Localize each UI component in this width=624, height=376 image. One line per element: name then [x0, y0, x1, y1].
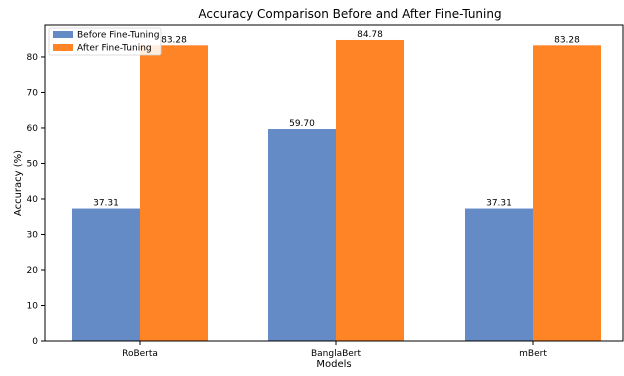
- bar-after-mbert: [533, 45, 601, 342]
- x-tick-label-banglabert: BanglaBert: [311, 349, 362, 359]
- bar-after-banglabert: [336, 39, 404, 342]
- legend-swatch-before: [53, 31, 73, 38]
- y-tick-label: 80: [27, 53, 39, 63]
- x-axis-label: Models: [316, 359, 351, 370]
- x-axis: RoBerta BanglaBert mBert: [122, 341, 547, 359]
- y-tick-label: 70: [27, 89, 39, 99]
- y-axis: 0 10 20 30 40 50 60 70 80: [27, 53, 45, 347]
- y-tick-label: 30: [27, 231, 39, 241]
- y-tick-label: 20: [27, 266, 39, 276]
- y-tick-label: 10: [27, 302, 39, 312]
- value-labels-layer: 37.31 59.70 37.31 83.28 84.78 83.28: [93, 30, 580, 209]
- value-label-after-roberta: 83.28: [161, 35, 187, 45]
- legend-label-before: Before Fine-Tuning: [77, 31, 159, 41]
- bar-after-roberta: [140, 45, 208, 342]
- value-label-after-banglabert: 84.78: [357, 30, 383, 40]
- bar-before-banglabert: [268, 129, 336, 341]
- y-tick-label: 50: [27, 160, 39, 170]
- y-axis-label: Accuracy (%): [13, 150, 24, 216]
- value-label-after-mbert: 83.28: [554, 35, 580, 45]
- chart-title: Accuracy Comparison Before and After Fin…: [198, 7, 501, 21]
- plot-frame: [44, 24, 624, 342]
- legend: Before Fine-Tuning After Fine-Tuning: [48, 27, 162, 56]
- y-tick-label: 40: [27, 195, 39, 205]
- value-label-before-banglabert: 59.70: [289, 119, 315, 129]
- y-tick-label: 60: [27, 124, 39, 134]
- value-label-before-roberta: 37.31: [93, 199, 119, 209]
- bars-layer: [72, 39, 601, 342]
- x-tick-label-mbert: mBert: [519, 349, 547, 359]
- bar-before-mbert: [465, 208, 533, 341]
- legend-swatch-after: [53, 44, 73, 51]
- y-tick-label: 0: [32, 337, 38, 347]
- x-tick-label-roberta: RoBerta: [122, 349, 158, 359]
- legend-box: [48, 27, 162, 56]
- bar-before-roberta: [72, 208, 140, 341]
- value-label-before-mbert: 37.31: [486, 199, 512, 209]
- legend-label-after: After Fine-Tuning: [77, 44, 152, 54]
